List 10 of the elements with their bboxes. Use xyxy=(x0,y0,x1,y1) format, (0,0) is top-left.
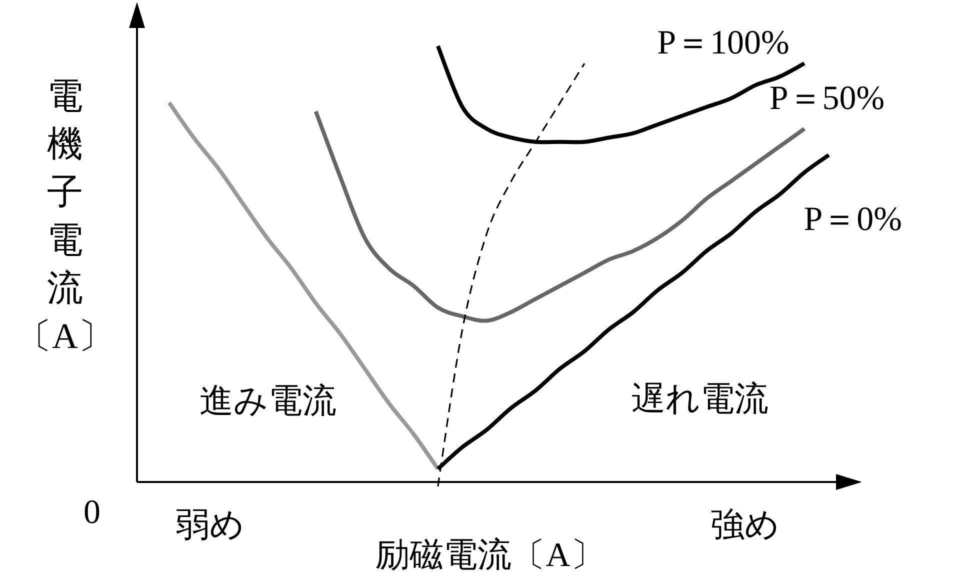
series-label: P＝0% xyxy=(804,201,902,238)
annotation: 進み電流 xyxy=(200,383,336,420)
text: 弱め xyxy=(176,507,244,544)
annotation: 遅れ電流 xyxy=(632,381,768,418)
x-axis-title: 励磁電流〔A〕 xyxy=(376,537,604,574)
text: 0 xyxy=(84,494,100,531)
series-label: P＝50% xyxy=(769,80,885,117)
y-axis-title: 電機子電流〔A〕 xyxy=(16,76,114,356)
text: 強め xyxy=(710,507,780,544)
series-label: P＝100% xyxy=(657,24,790,62)
